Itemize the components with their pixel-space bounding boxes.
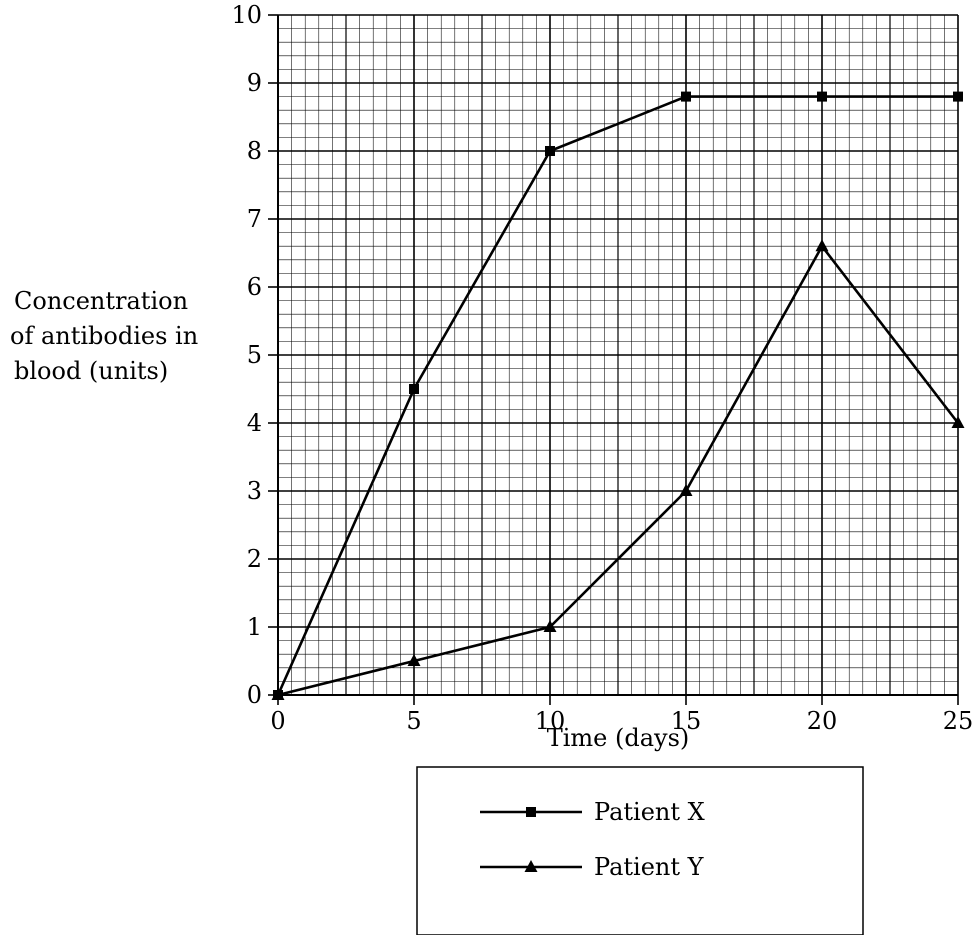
y-tick-label: 0 <box>247 681 262 709</box>
y-axis-title-line-3: blood (units) <box>14 357 168 385</box>
legend-marker <box>526 807 536 817</box>
x-axis-title: Time (days) <box>547 724 690 752</box>
x-tick-label: 10 <box>535 707 566 735</box>
y-tick-label: 1 <box>247 613 262 641</box>
y-tick-label: 3 <box>247 477 262 505</box>
legend-box <box>416 766 864 935</box>
data-point <box>815 239 829 252</box>
x-tick-label: 25 <box>943 707 974 735</box>
data-point <box>817 91 827 102</box>
y-tick-label: 2 <box>247 545 262 573</box>
legend: Patient X Patient Y <box>416 766 864 935</box>
data-point <box>543 620 557 632</box>
series-lines <box>271 91 965 700</box>
axes: 0 1 2 3 4 5 6 7 8 9 10 0 5 10 15 20 25 <box>231 1 973 735</box>
y-axis-title-line-2: of antibodies in <box>10 322 198 350</box>
legend-marker <box>524 860 538 872</box>
y-tick-label: 7 <box>247 205 262 233</box>
y-axis-title: Concentration of antibodies in blood (un… <box>10 287 198 385</box>
y-tick-label: 8 <box>247 137 262 165</box>
series-line <box>277 244 960 697</box>
series-patient-y <box>271 239 965 700</box>
data-point <box>409 384 419 394</box>
y-tick-label: 10 <box>231 1 262 29</box>
plot-grid <box>277 14 959 696</box>
y-tick-label: 9 <box>247 69 262 97</box>
y-axis-title-line-1: Concentration <box>14 287 188 315</box>
x-tick-label: 15 <box>671 707 702 735</box>
x-tick-label: 0 <box>270 707 285 735</box>
data-point <box>681 91 691 102</box>
x-tick-label: 20 <box>807 707 838 735</box>
y-tick-label: 4 <box>247 409 262 437</box>
data-point <box>545 146 555 156</box>
y-tick-label: 5 <box>247 341 262 369</box>
x-tick-label: 5 <box>406 707 421 735</box>
legend-label: Patient Y <box>594 853 705 881</box>
legend-label: Patient X <box>594 798 705 826</box>
data-point <box>953 91 963 102</box>
data-point <box>407 654 421 666</box>
legend-item: Patient X <box>480 798 705 826</box>
data-point <box>951 416 965 428</box>
legend-item: Patient Y <box>480 853 705 881</box>
series-line <box>276 95 958 696</box>
y-tick-label: 6 <box>247 273 262 301</box>
data-point <box>679 484 693 496</box>
data-point <box>271 688 285 700</box>
